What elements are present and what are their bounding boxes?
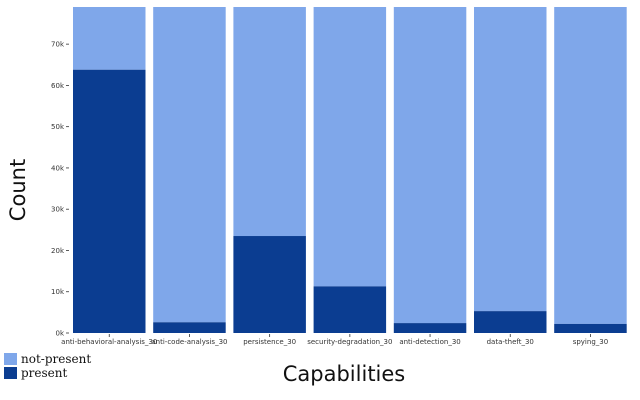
bar-present-security-degradation_30 bbox=[313, 286, 387, 333]
x-tick-label: security-degradation_30 bbox=[307, 338, 392, 346]
bar-present-anti-code-analysis_30 bbox=[153, 322, 226, 333]
bar-not-present-anti-behavioral-analysis_30 bbox=[73, 7, 146, 70]
y-tick-label: 40k bbox=[51, 164, 65, 172]
legend-swatch-present bbox=[4, 367, 17, 379]
legend-swatch-not-present bbox=[4, 353, 17, 365]
y-tick-label: 10k bbox=[51, 288, 65, 296]
bar-not-present-spying_30 bbox=[554, 7, 627, 324]
bar-present-data-theft_30 bbox=[474, 311, 547, 333]
legend-label-not-present: not-present bbox=[21, 352, 91, 366]
x-tick-label: anti-behavioral-analysis_30 bbox=[61, 338, 157, 346]
bar-not-present-anti-code-analysis_30 bbox=[153, 7, 226, 323]
y-tick-label: 50k bbox=[51, 123, 65, 131]
x-tick-label: persistence_30 bbox=[243, 338, 296, 346]
y-tick-label: 30k bbox=[51, 206, 65, 214]
x-axis-title: Capabilities bbox=[283, 362, 406, 386]
y-tick-label: 60k bbox=[51, 82, 65, 90]
y-tick-label: 70k bbox=[51, 41, 65, 49]
bar-present-spying_30 bbox=[554, 323, 627, 333]
x-tick-label: anti-code-analysis_30 bbox=[151, 338, 227, 346]
y-tick-label: 0k bbox=[55, 330, 64, 338]
x-tick-label: spying_30 bbox=[573, 338, 608, 346]
legend-label-present: present bbox=[21, 366, 68, 380]
bar-not-present-persistence_30 bbox=[233, 7, 306, 237]
bar-not-present-anti-detection_30 bbox=[393, 7, 467, 324]
y-axis: 0k 10k 20k 30k 40k 50k 60k 70k bbox=[51, 41, 69, 338]
bar-present-persistence_30 bbox=[233, 236, 306, 333]
bar-not-present-security-degradation_30 bbox=[313, 7, 387, 287]
bar-present-anti-detection_30 bbox=[393, 323, 467, 333]
x-tick-label: anti-detection_30 bbox=[399, 338, 460, 346]
x-axis: anti-behavioral-analysis_30anti-code-ana… bbox=[61, 334, 608, 346]
y-tick-label: 20k bbox=[51, 247, 65, 255]
bar-not-present-data-theft_30 bbox=[474, 7, 547, 312]
bar-present-anti-behavioral-analysis_30 bbox=[73, 69, 146, 333]
y-axis-title: Count bbox=[6, 159, 30, 221]
x-tick-label: data-theft_30 bbox=[487, 338, 534, 346]
bars-layer bbox=[73, 7, 627, 333]
